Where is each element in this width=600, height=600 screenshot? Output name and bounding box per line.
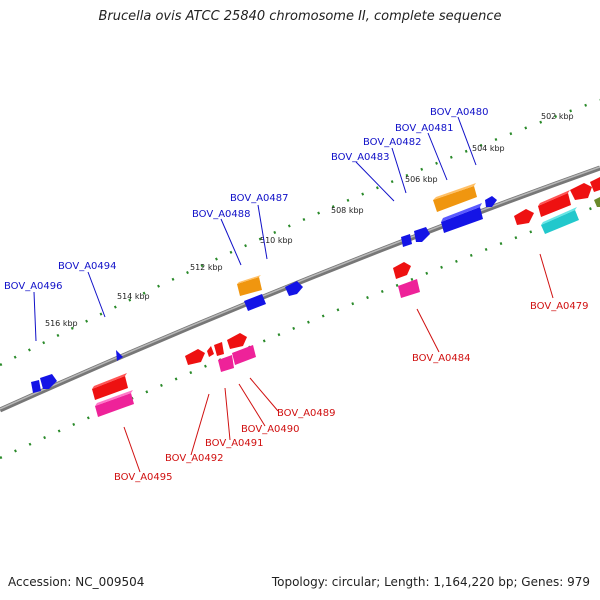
gene-label-forward: BOV_A0488 [192, 209, 251, 220]
gene-label-forward: BOV_A0487 [230, 193, 289, 204]
gene-label-forward: BOV_A0482 [363, 137, 422, 148]
gene-label-forward: BOV_A0494 [58, 261, 117, 272]
gene-label-reverse: BOV_A0490 [241, 424, 300, 435]
gene-label-forward: BOV_A0483 [331, 152, 390, 163]
accession-label: Accession: NC_009504 [8, 575, 145, 589]
gene-label-reverse: BOV_A0491 [205, 438, 264, 449]
kbp-label: 506 kbp [405, 175, 438, 184]
kbp-label: 512 kbp [190, 263, 223, 272]
gene-label-reverse: BOV_A0484 [412, 353, 471, 364]
chromosome-backbone [0, 165, 600, 413]
gene-label-reverse: BOV_A0489 [277, 408, 336, 419]
kbp-label: 504 kbp [472, 144, 505, 153]
reverse-gene-features [92, 177, 600, 417]
inner-tick-ring [0, 203, 600, 460]
kbp-label: 510 kbp [260, 236, 293, 245]
reverse-leader-lines [123, 253, 554, 473]
kbp-label: 508 kbp [331, 206, 364, 215]
gene-label-forward: BOV_A0496 [4, 281, 63, 292]
outer-tick-ring [0, 98, 600, 367]
gene-label-reverse: BOV_A0495 [114, 472, 173, 483]
gene-label-reverse: BOV_A0479 [530, 301, 589, 312]
forward-gene-features [31, 183, 497, 393]
gene-label-forward: BOV_A0480 [430, 107, 489, 118]
gene-label-reverse: BOV_A0492 [165, 453, 224, 464]
summary-label: Topology: circular; Length: 1,164,220 bp… [271, 575, 590, 589]
kbp-label: 516 kbp [45, 319, 78, 328]
gene-label-forward: BOV_A0481 [395, 123, 454, 134]
kbp-label: 502 kbp [541, 112, 574, 121]
kbp-label: 514 kbp [117, 292, 150, 301]
map-title: Brucella ovis ATCC 25840 chromosome II, … [98, 9, 502, 24]
forward-leader-lines [33, 116, 477, 342]
